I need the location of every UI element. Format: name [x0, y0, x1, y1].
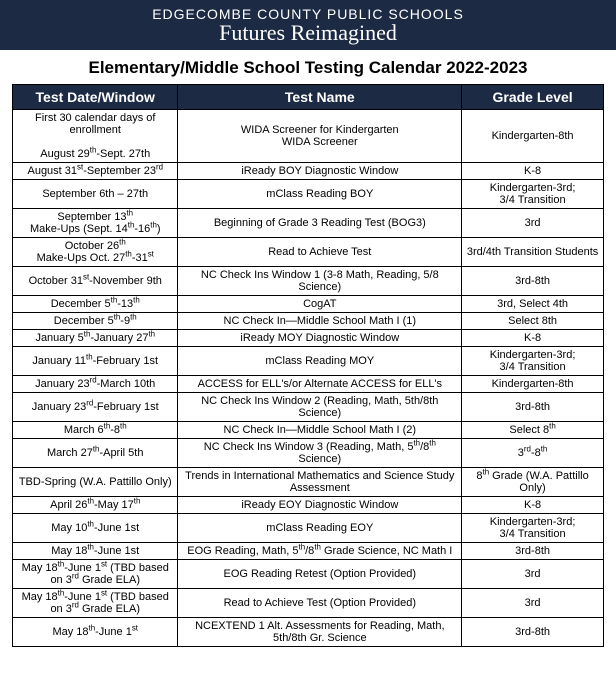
- cell-date: October 31st-November 9th: [13, 267, 178, 296]
- table-row: December 5th-13thCogAT3rd, Select 4th: [13, 296, 604, 313]
- cell-grade: Kindergarten-8th: [462, 110, 604, 163]
- table-row: May 18th-June 1st (TBD based on 3rd Grad…: [13, 560, 604, 589]
- cell-grade: 8th Grade (W.A. Pattillo Only): [462, 468, 604, 497]
- cell-date: December 5th-13th: [13, 296, 178, 313]
- cell-grade: 3rd, Select 4th: [462, 296, 604, 313]
- table-row: First 30 calendar days of enrollmentAugu…: [13, 110, 604, 163]
- col-header-name: Test Name: [178, 85, 462, 110]
- cell-test-name: NCEXTEND 1 Alt. Assessments for Reading,…: [178, 618, 462, 647]
- cell-test-name: NC Check In—Middle School Math I (2): [178, 422, 462, 439]
- table-header-row: Test Date/Window Test Name Grade Level: [13, 85, 604, 110]
- cell-test-name: ACCESS for ELL's/or Alternate ACCESS for…: [178, 376, 462, 393]
- tagline: Futures Reimagined: [0, 20, 616, 46]
- cell-grade: 3rd/4th Transition Students: [462, 238, 604, 267]
- cell-test-name: NC Check Ins Window 2 (Reading, Math, 5t…: [178, 393, 462, 422]
- cell-test-name: NC Check In—Middle School Math I (1): [178, 313, 462, 330]
- cell-date: January 11th-February 1st: [13, 347, 178, 376]
- page-title: Elementary/Middle School Testing Calenda…: [0, 50, 616, 84]
- cell-grade: Select 8th: [462, 313, 604, 330]
- table-row: October 31st-November 9thNC Check Ins Wi…: [13, 267, 604, 296]
- table-row: January 23rd-March 10thACCESS for ELL's/…: [13, 376, 604, 393]
- testing-calendar-table: Test Date/Window Test Name Grade Level F…: [12, 84, 604, 647]
- cell-test-name: Trends in International Mathematics and …: [178, 468, 462, 497]
- cell-test-name: iReady MOY Diagnostic Window: [178, 330, 462, 347]
- cell-test-name: NC Check Ins Window 1 (3-8 Math, Reading…: [178, 267, 462, 296]
- cell-grade: Kindergarten-3rd;3/4 Transition: [462, 347, 604, 376]
- table-row: May 18th-June 1stEOG Reading, Math, 5th/…: [13, 543, 604, 560]
- col-header-date: Test Date/Window: [13, 85, 178, 110]
- cell-grade: 3rd: [462, 589, 604, 618]
- table-row: TBD-Spring (W.A. Pattillo Only)Trends in…: [13, 468, 604, 497]
- cell-date: September 13thMake-Ups (Sept. 14th-16th): [13, 209, 178, 238]
- cell-date: May 18th-June 1st (TBD based on 3rd Grad…: [13, 560, 178, 589]
- cell-grade: Kindergarten-3rd;3/4 Transition: [462, 180, 604, 209]
- cell-test-name: NC Check Ins Window 3 (Reading, Math, 5t…: [178, 439, 462, 468]
- cell-date: May 10th-June 1st: [13, 514, 178, 543]
- cell-date: January 23rd-March 10th: [13, 376, 178, 393]
- cell-grade: Kindergarten-3rd;3/4 Transition: [462, 514, 604, 543]
- cell-grade: 3rd: [462, 209, 604, 238]
- cell-date: April 26th-May 17th: [13, 497, 178, 514]
- cell-test-name: mClass Reading BOY: [178, 180, 462, 209]
- cell-grade: 3rd-8th: [462, 393, 604, 422]
- cell-test-name: EOG Reading, Math, 5th/8th Grade Science…: [178, 543, 462, 560]
- cell-test-name: Beginning of Grade 3 Reading Test (BOG3): [178, 209, 462, 238]
- table-row: January 5th-January 27thiReady MOY Diagn…: [13, 330, 604, 347]
- cell-grade: 3rd-8th: [462, 543, 604, 560]
- cell-date: May 18th-June 1st (TBD based on 3rd Grad…: [13, 589, 178, 618]
- cell-grade: K-8: [462, 330, 604, 347]
- cell-test-name: mClass Reading MOY: [178, 347, 462, 376]
- table-row: May 18th-June 1st (TBD based on 3rd Grad…: [13, 589, 604, 618]
- cell-date: May 18th-June 1st: [13, 543, 178, 560]
- cell-test-name: WIDA Screener for KindergartenWIDA Scree…: [178, 110, 462, 163]
- cell-date: March 6th-8th: [13, 422, 178, 439]
- cell-grade: K-8: [462, 497, 604, 514]
- cell-date: May 18th-June 1st: [13, 618, 178, 647]
- table-row: March 27th-April 5thNC Check Ins Window …: [13, 439, 604, 468]
- table-row: May 18th-June 1stNCEXTEND 1 Alt. Assessm…: [13, 618, 604, 647]
- cell-date: October 26thMake-Ups Oct. 27th-31st: [13, 238, 178, 267]
- table-row: March 6th-8thNC Check In—Middle School M…: [13, 422, 604, 439]
- cell-test-name: iReady EOY Diagnostic Window: [178, 497, 462, 514]
- table-row: January 23rd-February 1stNC Check Ins Wi…: [13, 393, 604, 422]
- table-row: August 31st-September 23rdiReady BOY Dia…: [13, 163, 604, 180]
- cell-date: January 5th-January 27th: [13, 330, 178, 347]
- cell-grade: 3rd-8th: [462, 618, 604, 647]
- table-row: January 11th-February 1stmClass Reading …: [13, 347, 604, 376]
- cell-test-name: EOG Reading Retest (Option Provided): [178, 560, 462, 589]
- cell-test-name: Read to Achieve Test (Option Provided): [178, 589, 462, 618]
- cell-test-name: Read to Achieve Test: [178, 238, 462, 267]
- cell-date: September 6th – 27th: [13, 180, 178, 209]
- cell-grade: 3rd-8th: [462, 439, 604, 468]
- cell-grade: K-8: [462, 163, 604, 180]
- cell-date: August 31st-September 23rd: [13, 163, 178, 180]
- cell-date: First 30 calendar days of enrollmentAugu…: [13, 110, 178, 163]
- cell-grade: Select 8th: [462, 422, 604, 439]
- cell-date: TBD-Spring (W.A. Pattillo Only): [13, 468, 178, 497]
- cell-test-name: mClass Reading EOY: [178, 514, 462, 543]
- cell-grade: 3rd-8th: [462, 267, 604, 296]
- table-row: May 10th-June 1stmClass Reading EOYKinde…: [13, 514, 604, 543]
- table-row: September 6th – 27thmClass Reading BOYKi…: [13, 180, 604, 209]
- cell-date: December 5th-9th: [13, 313, 178, 330]
- table-row: October 26thMake-Ups Oct. 27th-31stRead …: [13, 238, 604, 267]
- cell-test-name: CogAT: [178, 296, 462, 313]
- cell-date: March 27th-April 5th: [13, 439, 178, 468]
- cell-grade: Kindergarten-8th: [462, 376, 604, 393]
- cell-date: January 23rd-February 1st: [13, 393, 178, 422]
- header-banner: EDGECOMBE COUNTY PUBLIC SCHOOLS Futures …: [0, 0, 616, 50]
- cell-test-name: iReady BOY Diagnostic Window: [178, 163, 462, 180]
- cell-grade: 3rd: [462, 560, 604, 589]
- table-row: September 13thMake-Ups (Sept. 14th-16th)…: [13, 209, 604, 238]
- table-row: December 5th-9thNC Check In—Middle Schoo…: [13, 313, 604, 330]
- table-row: April 26th-May 17thiReady EOY Diagnostic…: [13, 497, 604, 514]
- col-header-grade: Grade Level: [462, 85, 604, 110]
